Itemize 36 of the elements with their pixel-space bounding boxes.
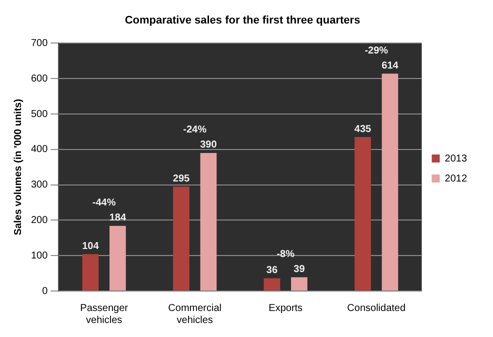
- bar: [354, 137, 371, 290]
- bar: [110, 226, 126, 290]
- x-tick-label: Passenger vehicles: [80, 302, 129, 326]
- y-axis-title: Sales volumes (in '000 units): [12, 98, 24, 236]
- bar: [82, 254, 99, 290]
- bar: [264, 278, 280, 290]
- legend-label: 2012: [444, 173, 468, 184]
- annotation: -29%: [364, 45, 388, 56]
- data-label: 390: [200, 140, 218, 151]
- data-label: 36: [266, 265, 278, 276]
- data-label: 295: [172, 173, 190, 184]
- y-tick-label: 0: [42, 286, 48, 297]
- y-tick-label: 200: [30, 214, 48, 226]
- annotation: -8%: [276, 248, 295, 260]
- data-label: 614: [382, 60, 399, 72]
- legend-label: 2013: [444, 153, 468, 164]
- y-tick-label: 300: [30, 180, 48, 191]
- data-label: 104: [82, 240, 100, 252]
- x-tick-label: Exports: [268, 302, 303, 314]
- x-tick-label: Commercial vehicles: [168, 302, 222, 326]
- bar: [173, 186, 190, 290]
- y-tick-label: 600: [30, 73, 48, 84]
- x-tick-label: Consolidated: [347, 302, 406, 314]
- chart-title: Comparative sales for the first three quarters: [124, 14, 360, 27]
- y-tick-label: 100: [30, 250, 48, 262]
- y-tick-label: 700: [30, 38, 48, 49]
- annotation: -24%: [183, 124, 207, 136]
- bar: [382, 74, 398, 290]
- data-label: 435: [354, 124, 372, 135]
- y-tick-label: 400: [30, 144, 48, 156]
- bar: [291, 277, 308, 290]
- data-label: 184: [109, 212, 126, 224]
- annotation: -44%: [92, 198, 116, 209]
- data-label: 39: [294, 264, 306, 275]
- y-tick-label: 500: [30, 108, 48, 120]
- bar: [200, 152, 217, 290]
